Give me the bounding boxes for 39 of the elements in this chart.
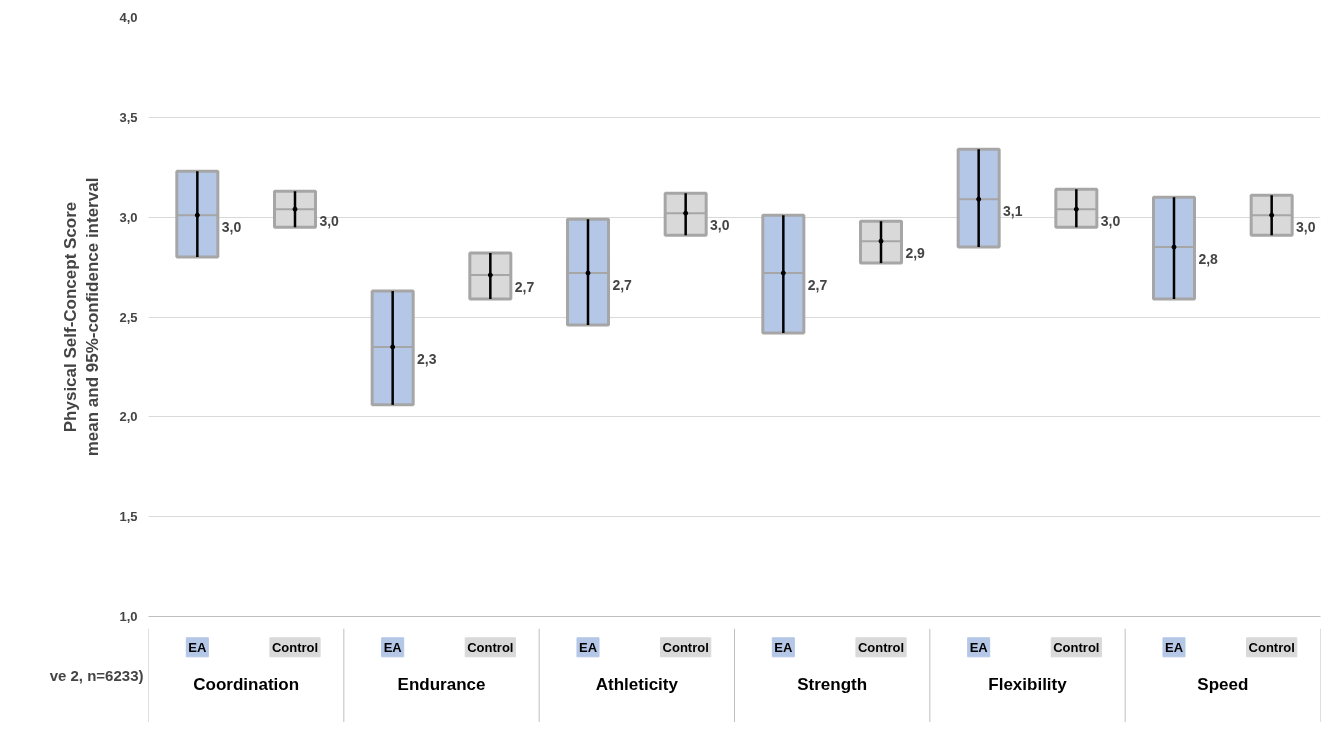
x-tick-label: Speed <box>1197 675 1249 695</box>
y-tick-label: 4,0 <box>119 10 138 25</box>
y-tick-label: 2,0 <box>119 409 138 425</box>
text: 3,0 <box>710 217 730 234</box>
text: Control <box>662 639 709 655</box>
text: EA <box>1164 639 1184 655</box>
x-tick-label: Athleticity <box>595 675 679 695</box>
x-tick-label: Endurance <box>397 675 486 695</box>
text: 2,9 <box>905 245 925 262</box>
text: 3,0 <box>221 219 242 236</box>
text: Control <box>1248 639 1295 655</box>
text: EA <box>578 639 598 655</box>
text: EA <box>774 639 793 655</box>
text: EA <box>383 639 403 655</box>
y-tick-label: 2,5 <box>119 309 138 325</box>
text: 2,7 <box>612 277 632 294</box>
text: EA <box>969 639 988 655</box>
y-tick-label: 1,0 <box>119 609 138 624</box>
text: EA <box>188 639 207 655</box>
text: ve 2, n=6233) <box>49 667 144 684</box>
text: Control <box>857 639 905 655</box>
x-tick-label: Flexibility <box>988 675 1068 695</box>
text: 2,7 <box>514 279 535 296</box>
text: 3,0 <box>1296 219 1316 236</box>
y-axis-title: Physical Self-Concept Score mean and 95%-confidence interval <box>60 177 103 457</box>
text: 2,3 <box>417 350 437 367</box>
text: Control <box>271 639 319 655</box>
text: 3,0 <box>1100 213 1121 230</box>
text: 3,1 <box>1003 203 1023 220</box>
text: 2,8 <box>1198 251 1218 268</box>
y-tick-label: 1,5 <box>119 509 138 525</box>
text: Control <box>467 639 514 655</box>
text: 2,7 <box>807 277 828 294</box>
x-tick-label: Coordination <box>193 675 300 695</box>
x-tick-label: Strength <box>797 675 868 695</box>
y-tick-label: 3,0 <box>119 209 138 225</box>
text: Control <box>1053 639 1100 655</box>
text: 3,0 <box>319 213 339 230</box>
y-tick-label: 3,5 <box>119 109 138 125</box>
